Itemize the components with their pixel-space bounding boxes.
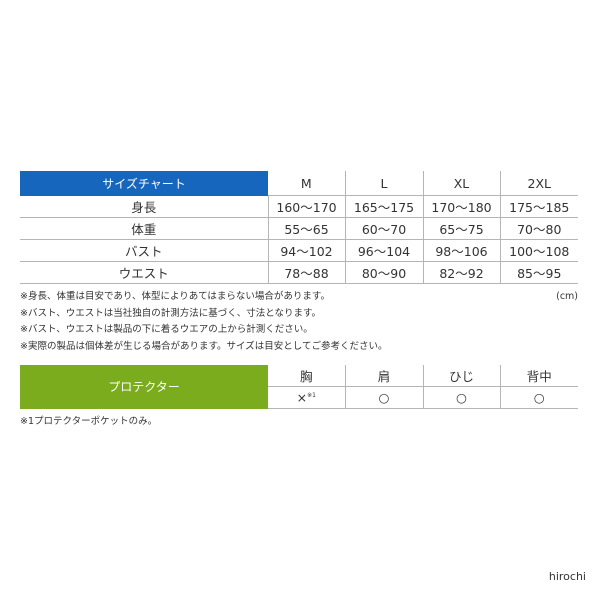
protector-value-row: ×※1 ○ ○ ○ [20,386,578,409]
note: ※身長、体重は目安であり、体型によりあてはまらない場合があります。 [20,291,330,302]
row-label: 身長 [20,195,268,218]
protector-column-chest: 胸 [268,365,345,387]
cell: 85〜95 [499,261,578,284]
table-row: 体重 55〜65 60〜70 65〜75 70〜80 [20,217,578,240]
note: ※バスト、ウエストは製品の下に着るウエアの上から計測ください。 [20,324,313,336]
cell: 165〜175 [344,195,423,218]
size-header-row: サイズチャート M L XL 2XL [20,171,578,196]
protector-title: プロテクター [20,365,268,409]
protector-column-shoulder: 肩 [344,365,423,387]
footnote-ref: ※1 [307,391,316,399]
cell: 175〜185 [499,195,578,218]
cell: 65〜75 [422,217,500,240]
table-row: 身長 160〜170 165〜175 170〜180 175〜185 [20,195,578,218]
cell: 55〜65 [267,217,345,240]
row-label: 体重 [20,217,268,240]
notes: ※身長、体重は目安であり、体型によりあてはまらない場合があります。 ※バスト、ウ… [20,289,580,356]
table-row: ウエスト 78〜88 80〜90 82〜92 85〜95 [20,261,578,284]
circle-mark: ○ [456,390,467,405]
circle-mark: ○ [378,390,390,405]
protector-table: プロテクター 胸 肩 ひじ 背中 ×※1 ○ ○ ○ [20,365,578,409]
cell: 94〜102 [267,239,345,262]
cell: 78〜88 [267,261,345,284]
cross-mark: × [296,390,308,405]
size-column-l: L [344,171,423,196]
cell: ○ [499,386,578,409]
protector-footnote: ※1プロテクターポケットのみ。 [20,416,158,427]
cell: 60〜70 [344,217,423,240]
cell: 98〜106 [422,239,500,262]
cell: 160〜170 [267,195,345,218]
row-label: バスト [20,239,268,262]
circle-mark: ○ [533,390,545,405]
table-row: バスト 94〜102 96〜104 98〜106 100〜108 [20,239,578,262]
cell: ×※1 [268,386,345,409]
note: ※実際の製品は個体差が生じる場合があります。サイズは目安としてご参考ください。 [20,341,388,353]
size-chart-title: サイズチャート [20,171,268,196]
cell: 100〜108 [499,239,578,262]
watermark: hirochi [548,570,586,583]
cell: 96〜104 [344,239,423,262]
cell: 82〜92 [422,261,500,284]
protector-column-elbow: ひじ [422,365,500,387]
cell: ○ [344,386,423,409]
row-label: ウエスト [20,261,268,284]
cell: ○ [422,386,500,409]
size-column-2xl: 2XL [499,171,578,196]
size-chart-table: サイズチャート M L XL 2XL 身長 160〜170 165〜175 17… [20,171,578,284]
cell: 80〜90 [344,261,423,284]
size-column-xl: XL [422,171,500,196]
note: ※バスト、ウエストは当社独自の計測方法に基づく、寸法となります。 [20,307,322,319]
size-column-m: M [268,171,345,196]
unit-label: (cm) [556,291,578,302]
protector-column-back: 背中 [499,365,578,387]
cell: 70〜80 [499,217,578,240]
cell: 170〜180 [422,195,500,218]
protector-header-row: プロテクター 胸 肩 ひじ 背中 [20,365,578,409]
